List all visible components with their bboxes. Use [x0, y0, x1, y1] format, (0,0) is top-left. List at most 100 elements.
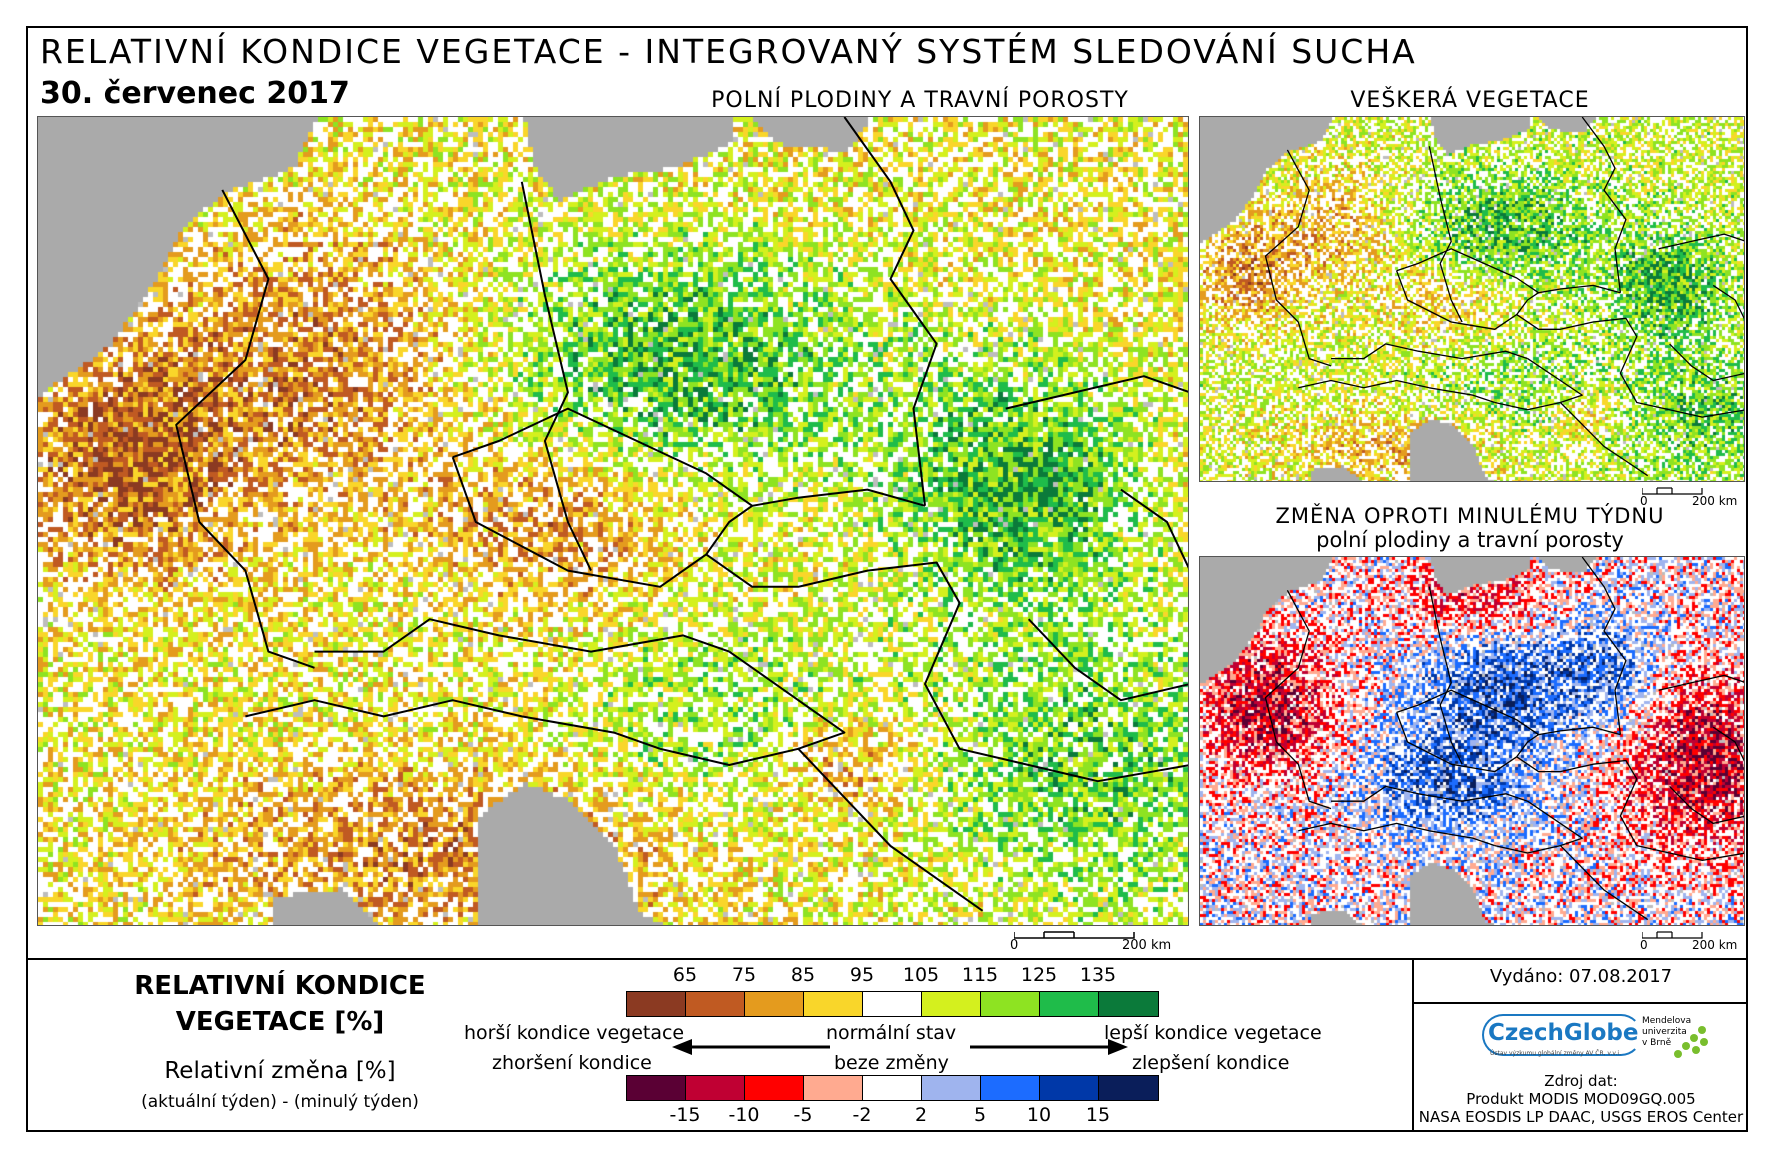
improvement-label: zlepšení kondice: [1132, 1052, 1290, 1074]
legend-tick: -10: [728, 1104, 760, 1126]
country-border: [1298, 822, 1496, 847]
legend-title: RELATIVNÍ KONDICE VEGETACE [%]: [120, 968, 440, 1040]
all-vegetation-scalebar-start: 0: [1640, 494, 1648, 508]
country-border: [1027, 618, 1188, 702]
all-vegetation-title: VEŠKERÁ VEGETACE: [1350, 88, 1590, 113]
country-border: [1581, 557, 1627, 735]
legend-separator: [26, 958, 1748, 960]
country-border: [175, 189, 315, 669]
change-swatch: [745, 1076, 804, 1100]
main-condition-raster: [38, 117, 1188, 925]
no-change-label: beze změny: [834, 1052, 949, 1074]
country-border: [314, 618, 730, 653]
country-border: [1395, 270, 1539, 330]
country-border: [1396, 689, 1621, 736]
czechglobe-logo-ring: [1482, 1014, 1642, 1056]
source-label: Zdroj dat:: [1544, 1072, 1618, 1090]
condition-swatch: [1099, 992, 1158, 1016]
info-separator-horizontal: [1412, 1002, 1748, 1004]
condition-swatch: [863, 992, 922, 1016]
legend-tick: 125: [1020, 964, 1058, 986]
country-border: [1494, 401, 1649, 477]
country-border: [1005, 375, 1188, 410]
map-date: 30. červenec 2017: [40, 76, 350, 111]
info-separator-vertical: [1412, 958, 1414, 1132]
country-border: [1264, 589, 1332, 810]
all-vegetation-panel: [1199, 116, 1745, 482]
country-border: [1331, 343, 1528, 360]
condition-swatch: [745, 992, 804, 1016]
change-panel-title: ZMĚNA OPROTI MINULÉMU TÝDNU: [1275, 504, 1665, 528]
change-swatch: [804, 1076, 863, 1100]
legend-tick: 65: [672, 964, 698, 986]
worse-condition-label: horší kondice vegetace: [464, 1022, 685, 1044]
change-borders: [1264, 557, 1744, 921]
legend-tick: -2: [852, 1104, 872, 1126]
country-border: [843, 117, 938, 506]
legend-tick: 5: [973, 1104, 987, 1126]
mendelu-logo-text: Mendelova univerzita v Brně: [1642, 1016, 1692, 1048]
issued-date: Vydáno: 07.08.2017: [1489, 966, 1673, 987]
czechglobe-logo-subtitle: Ústav výzkumu globální změny AV ČR, v.v.…: [1490, 1050, 1621, 1057]
country-border: [1658, 674, 1744, 691]
main-scalebar-end: 200 km: [1122, 938, 1172, 953]
condition-swatch: [686, 992, 745, 1016]
legend-title-line1: RELATIVNÍ KONDICE: [134, 971, 426, 1001]
condition-swatch: [627, 992, 686, 1016]
all-vegetation-scalebar-line: [1642, 487, 1703, 495]
condition-swatch: [804, 992, 863, 1016]
country-border: [1669, 343, 1744, 382]
country-border: [1396, 248, 1621, 294]
legend-tick: -15: [669, 1104, 701, 1126]
change-map-panel: [1199, 556, 1745, 926]
country-border: [1298, 379, 1496, 404]
condition-swatch: [1040, 992, 1099, 1016]
country-border: [520, 181, 592, 572]
legend-tick: 105: [902, 964, 940, 986]
country-border: [245, 699, 661, 750]
country-border: [1527, 358, 1583, 404]
change-raster: [1200, 557, 1744, 925]
source-product: Produkt MODIS MOD09GQ.005: [1466, 1090, 1696, 1108]
map-frame: [26, 26, 1748, 1132]
country-border: [1527, 800, 1583, 847]
country-border: [1712, 284, 1744, 320]
country-border: [1658, 233, 1744, 250]
country-border: [1581, 117, 1627, 293]
country-border: [1120, 488, 1188, 569]
legend-tick: 75: [731, 964, 757, 986]
country-border: [451, 456, 753, 588]
change-scalebar-start: 0: [1640, 938, 1648, 952]
change-swatch: [627, 1076, 686, 1100]
legend-tick: 15: [1085, 1104, 1111, 1126]
legend-tick: 115: [961, 964, 999, 986]
country-border: [1516, 314, 1744, 418]
main-map-panel: [37, 116, 1189, 926]
legend-tick: 2: [914, 1104, 928, 1126]
legend-tick: -5: [793, 1104, 813, 1126]
all-vegetation-raster: [1200, 117, 1744, 481]
better-condition-label: lepší kondice vegetace: [1104, 1022, 1322, 1044]
source-provider: NASA EOSDIS LP DAAC, USGS EROS Center: [1418, 1108, 1744, 1126]
deterioration-label: zhoršení kondice: [492, 1052, 652, 1074]
country-border: [452, 407, 926, 507]
change-swatch: [686, 1076, 745, 1100]
right-arrow-icon: [970, 1039, 1128, 1055]
change-swatch: [922, 1076, 981, 1100]
change-scalebar-line: [1642, 931, 1703, 939]
legend-tick: 135: [1079, 964, 1117, 986]
main-scalebar-start: 0: [1010, 938, 1019, 953]
country-border: [1669, 785, 1744, 825]
legend-change-formula: (aktuální týden) - (minulý týden): [141, 1092, 419, 1112]
change-swatch: [981, 1076, 1040, 1100]
left-arrow-icon: [672, 1039, 830, 1055]
country-border: [659, 747, 984, 912]
change-swatch: [1099, 1076, 1158, 1100]
country-border: [1516, 756, 1744, 862]
page-title: RELATIVNÍ KONDICE VEGETACE - INTEGROVANÝ…: [40, 32, 1417, 71]
change-scalebar-end: 200 km: [1692, 938, 1738, 952]
main-country-borders: [175, 117, 1188, 912]
country-border: [1264, 149, 1332, 367]
condition-color-ramp: [626, 991, 1159, 1017]
country-border: [1712, 726, 1744, 762]
